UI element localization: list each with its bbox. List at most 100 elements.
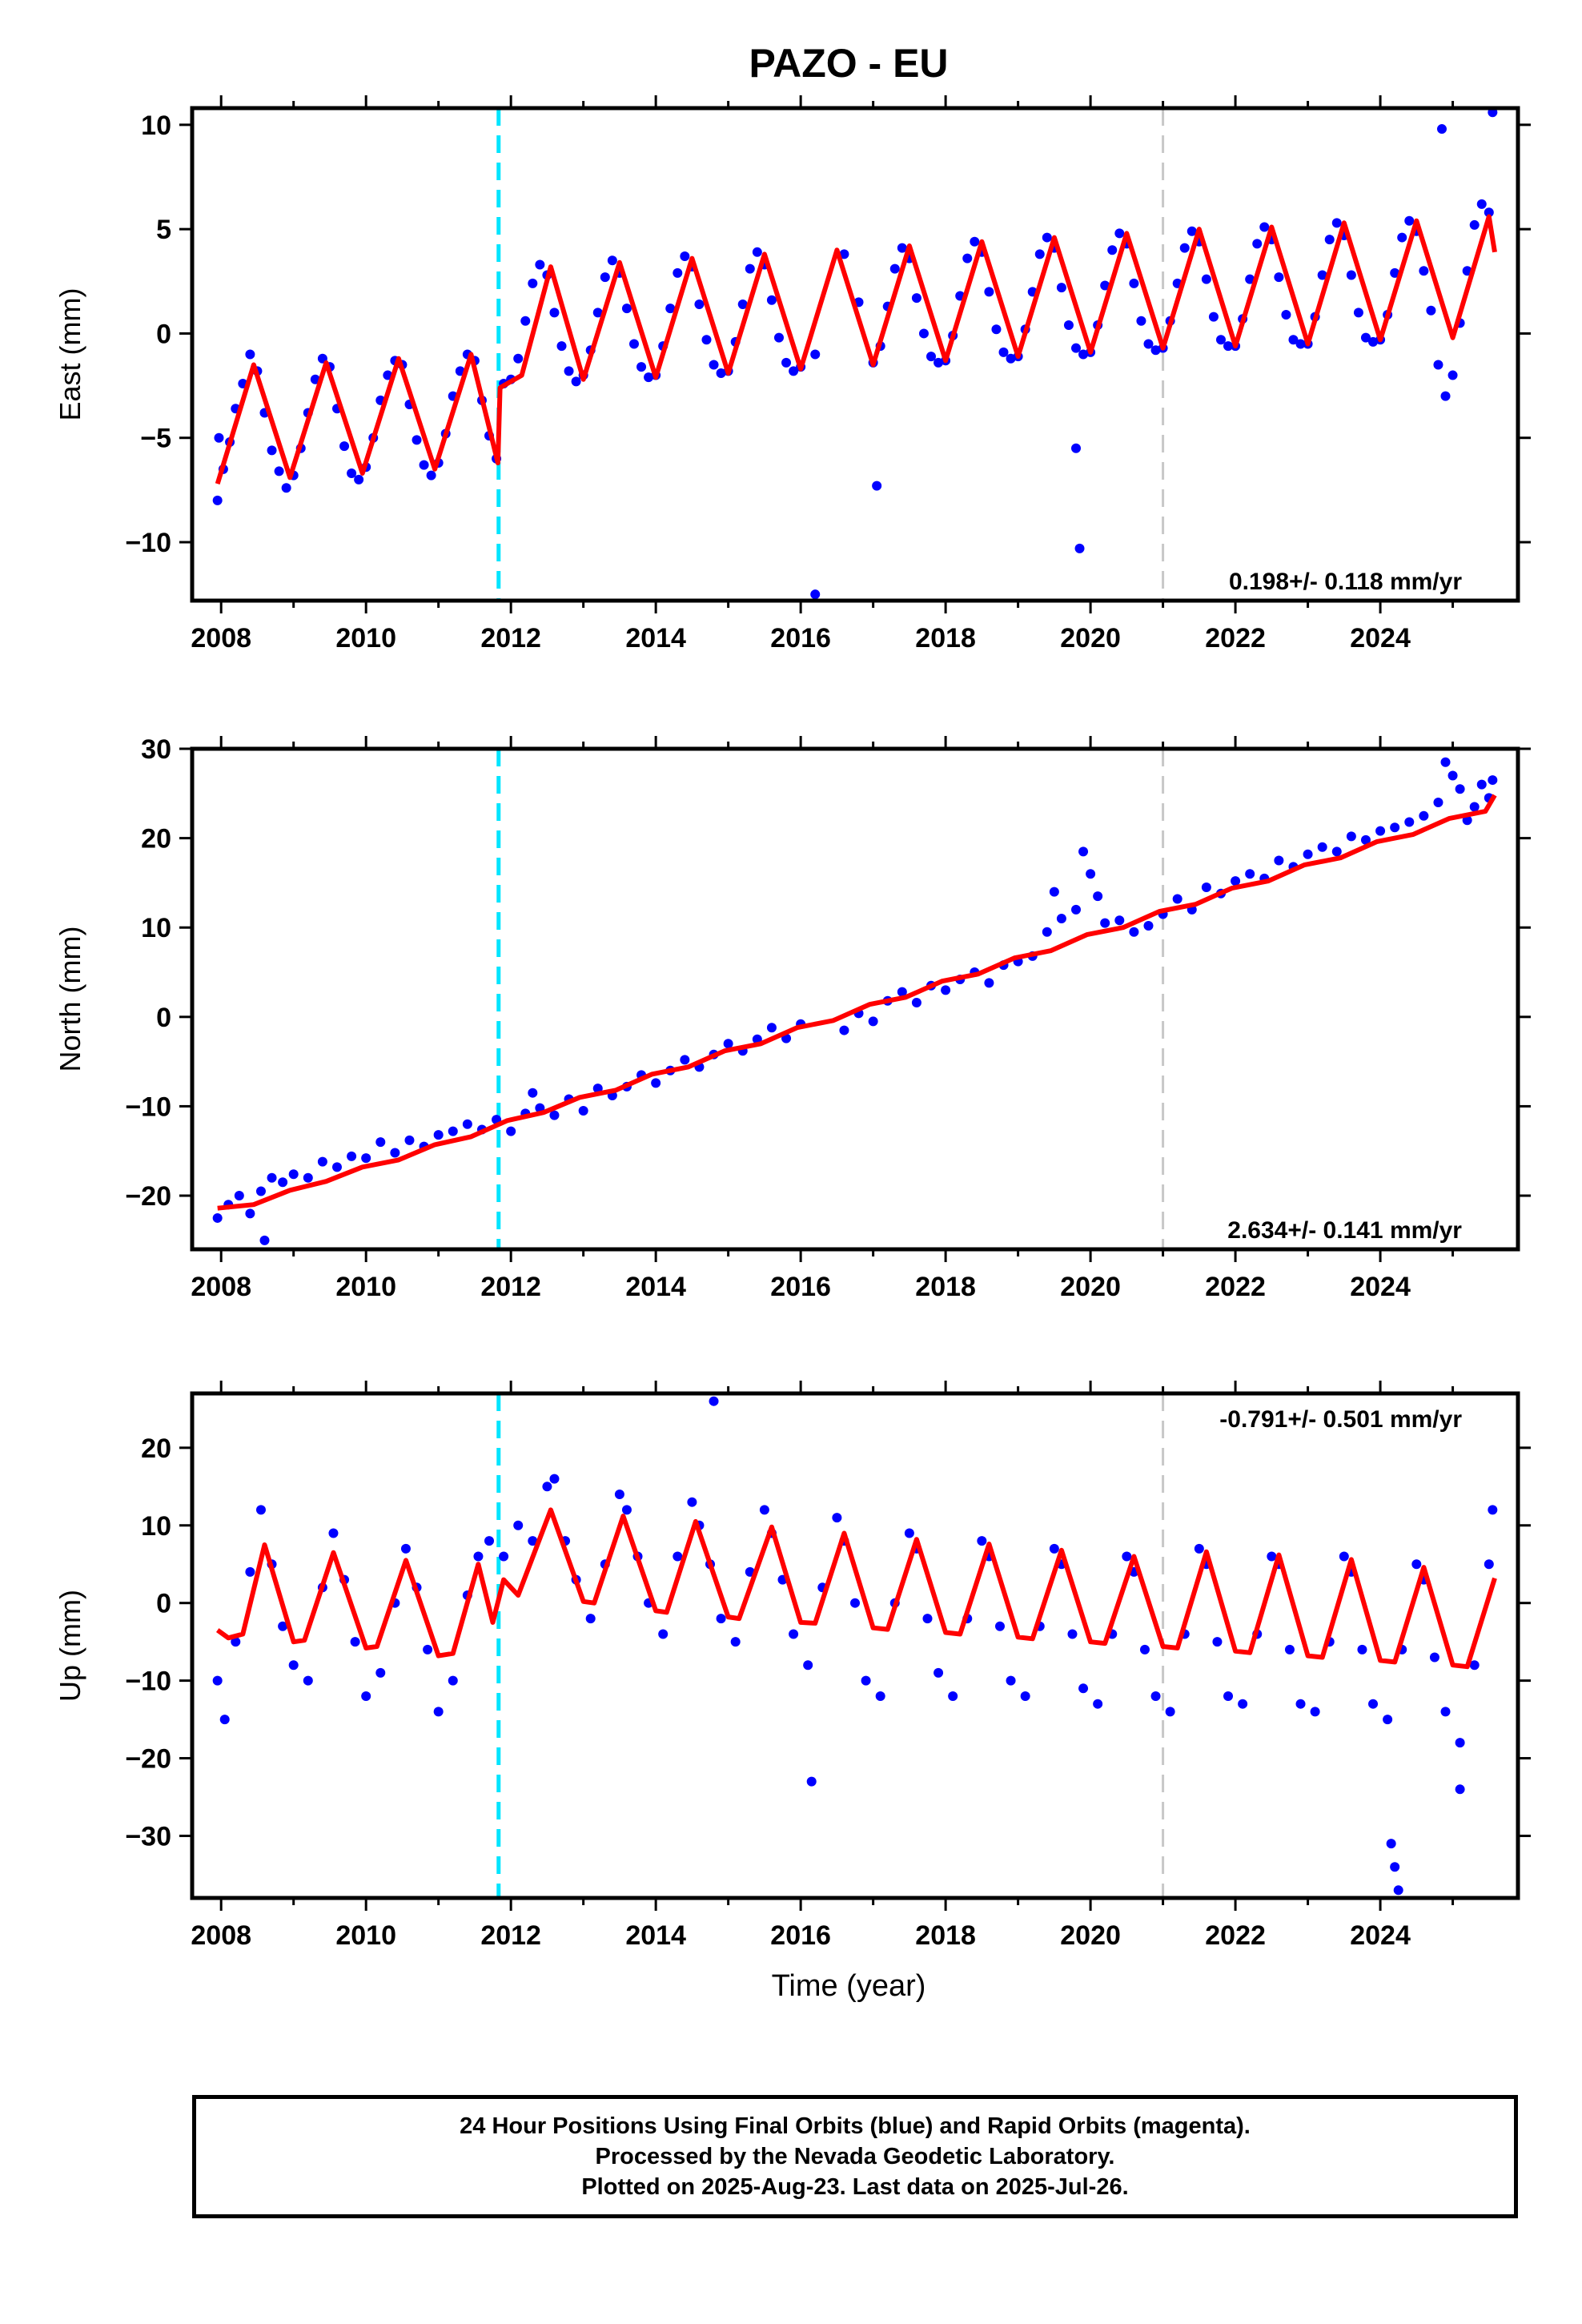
east-data-point — [926, 352, 937, 362]
up-data-point — [861, 1675, 871, 1686]
east-data-point — [1426, 305, 1436, 316]
north-data-point — [1419, 810, 1429, 821]
east-data-point — [1071, 443, 1081, 453]
east-data-point — [998, 347, 1009, 357]
up-x-tick-label: 2016 — [770, 1920, 831, 1951]
north-x-tick-label: 2010 — [335, 1272, 396, 1302]
north-data-point — [506, 1126, 516, 1136]
east-y-tick-label: −10 — [125, 528, 171, 558]
north-data-point — [317, 1156, 327, 1167]
east-data-point — [752, 247, 762, 257]
north-plot-area — [212, 749, 1498, 1249]
up-x-tick-label: 2020 — [1060, 1920, 1121, 1951]
up-y-tick-label: −30 — [125, 1821, 171, 1852]
east-data-point — [810, 589, 821, 600]
north-data-point — [1093, 891, 1103, 902]
east-data-point — [789, 366, 799, 376]
east-data-point — [984, 287, 994, 297]
up-data-point — [1440, 1707, 1451, 1717]
up-data-point — [977, 1536, 987, 1546]
north-data-point — [723, 1039, 733, 1049]
up-data-point — [803, 1660, 813, 1671]
chart-title: PAZO - EU — [749, 41, 948, 86]
east-data-point — [1368, 336, 1379, 347]
east-panel: 2008 2010 2012 2014 2016 2018 2020 2022 2024 10 5 0… — [54, 95, 1531, 653]
up-data-point — [922, 1614, 933, 1624]
east-x-tick-label: 2010 — [335, 623, 396, 653]
east-data-point — [991, 324, 1002, 335]
east-data-point — [214, 432, 224, 443]
north-data-point — [911, 997, 921, 1007]
east-data-point — [564, 366, 574, 376]
east-data-point — [1447, 370, 1458, 380]
east-data-point — [513, 353, 524, 364]
up-data-point — [934, 1667, 944, 1678]
up-data-point — [1383, 1715, 1393, 1725]
up-data-point — [375, 1667, 386, 1678]
east-data-point — [1476, 199, 1487, 209]
north-data-point — [1346, 831, 1356, 842]
up-data-point — [448, 1675, 458, 1686]
east-data-point — [339, 441, 350, 452]
north-data-point — [347, 1151, 357, 1161]
up-y-tick-label: 20 — [141, 1433, 171, 1464]
north-data-point — [1274, 855, 1284, 866]
north-data-point — [1129, 927, 1139, 937]
north-data-point — [1201, 882, 1211, 892]
north-y-tick-label: 30 — [141, 734, 171, 765]
up-data-point — [1339, 1551, 1349, 1562]
east-x-tick-label: 2022 — [1205, 623, 1266, 653]
east-data-point — [556, 341, 567, 352]
east-data-point — [1353, 308, 1363, 318]
east-data-point — [1034, 249, 1045, 259]
up-data-point — [1194, 1543, 1204, 1554]
east-data-point — [636, 362, 647, 372]
north-y-tick-label: 20 — [141, 824, 171, 854]
east-data-point — [962, 253, 973, 263]
up-y-tick-label: −10 — [125, 1667, 171, 1697]
east-data-point — [245, 349, 255, 360]
up-data-point — [1049, 1543, 1059, 1554]
up-data-point — [433, 1707, 444, 1717]
east-data-point — [872, 480, 882, 491]
up-data-point — [1295, 1699, 1306, 1709]
east-data-point — [426, 470, 436, 480]
east-y-tick-label: −5 — [140, 424, 171, 454]
east-data-point — [549, 308, 560, 318]
up-data-point — [1429, 1652, 1439, 1663]
north-data-point — [1331, 846, 1342, 857]
north-data-point — [1440, 757, 1451, 767]
north-data-point — [1303, 849, 1313, 859]
north-x-tick-label: 2012 — [480, 1272, 541, 1302]
north-data-point — [1114, 915, 1125, 926]
north-data-point — [1447, 770, 1458, 781]
up-y-tick-label: 10 — [141, 1511, 171, 1542]
up-data-point — [542, 1482, 552, 1492]
north-x-tick-label: 2016 — [770, 1272, 831, 1302]
east-x-tick-label: 2014 — [625, 623, 686, 653]
north-panel: 2008 2010 2012 2014 2016 2018 2020 2022 20243020… — [54, 734, 1531, 1302]
east-model-line — [215, 214, 1497, 485]
north-data-point — [1143, 920, 1154, 931]
up-data-point — [1284, 1644, 1295, 1655]
north-data-point — [592, 1084, 603, 1094]
east-data-point — [535, 259, 545, 270]
north-data-point — [1042, 927, 1052, 937]
up-data-point — [1393, 1885, 1403, 1896]
east-data-point — [1419, 266, 1429, 276]
east-data-point — [1179, 243, 1190, 253]
north-data-point — [245, 1208, 255, 1219]
north-data-point — [1375, 826, 1386, 836]
north-data-point — [267, 1172, 277, 1183]
east-data-point — [1208, 312, 1219, 322]
north-data-point — [331, 1162, 342, 1172]
east-data-point — [1186, 226, 1197, 236]
up-data-point — [1212, 1637, 1223, 1647]
up-x-tick-label: 2022 — [1205, 1920, 1266, 1951]
up-data-point — [621, 1505, 632, 1515]
north-data-point — [1390, 822, 1400, 833]
east-y-axis-label: East (mm) — [54, 288, 86, 421]
up-data-point — [1078, 1683, 1089, 1694]
up-data-point — [513, 1520, 524, 1530]
east-data-point — [354, 474, 364, 485]
